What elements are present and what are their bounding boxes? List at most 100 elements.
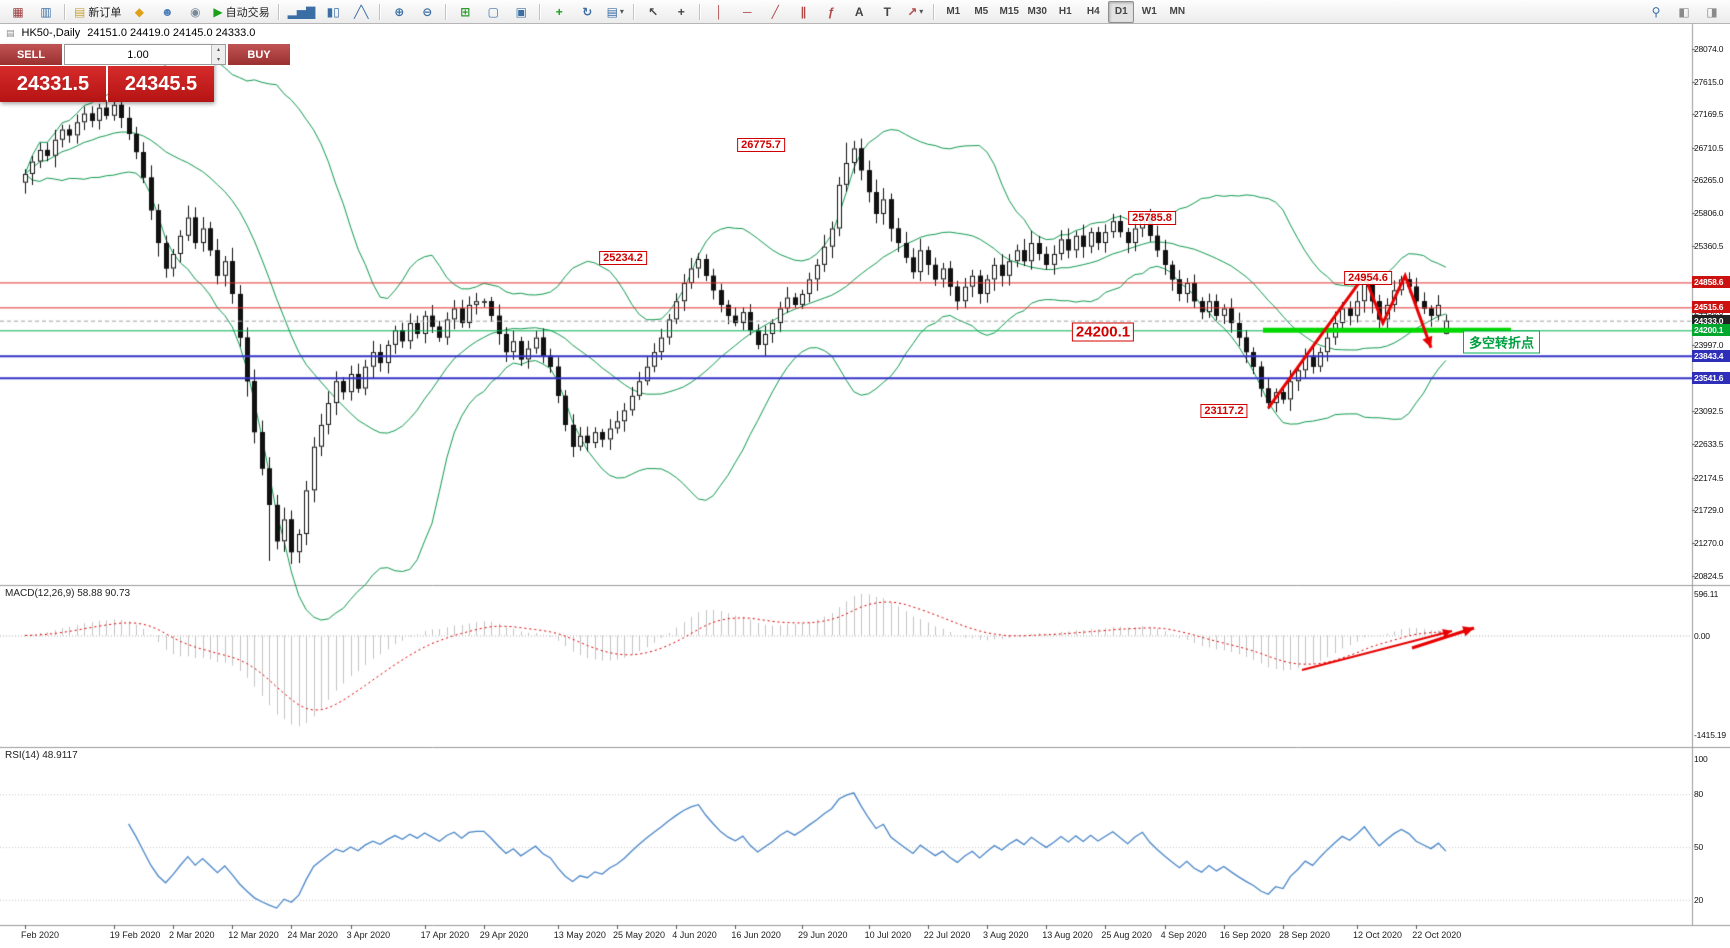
trendline-button[interactable]: ╱ [762,1,788,23]
new-order-button[interactable]: ▤ 新订单 [71,1,124,23]
text-label-button[interactable]: T [874,1,900,23]
community-icon: ☻ [161,4,174,19]
toggle-left-panel-button[interactable]: ◧ [1671,1,1697,23]
toolbar: ▦ ▥ ▤ 新订单 ◆ ☻ ◉ ▶ 自动交易 ▂▅▇ ▮▯ ╱╲ ⊕ ⊖ ⊞ ▢ ▣ + ↻ ▤ ▾ ↖ + │ ─ ╱ ∥ ƒ A T ↗… [0,0,1730,24]
tf-m1-button[interactable]: M1 [940,1,966,23]
cursor-button[interactable]: ↖ [640,1,666,23]
new-chart-window-icon: ▦ [12,4,24,19]
button-label: D1 [1114,6,1128,17]
new-chart-window-button[interactable]: ▦ [5,1,31,23]
cascade-windows-button[interactable]: ▢ [480,1,506,23]
toggle-right-panel-button[interactable]: ◨ [1699,1,1725,23]
buy-price[interactable]: 24345.5 [108,66,214,102]
chart-icon: ▤ [6,27,15,38]
data-window-button[interactable]: ◉ [182,1,208,23]
zoom-out-button[interactable]: ⊖ [414,1,440,23]
cascade-windows-icon: ▢ [487,4,499,19]
zoom-in-button[interactable]: ⊕ [386,1,412,23]
channel-button[interactable]: ∥ [790,1,816,23]
vertical-line-icon: │ [715,4,724,19]
autotrading-button[interactable]: ▶ 自动交易 [210,1,272,23]
tf-m5-button[interactable]: M5 [968,1,994,23]
button-label: 自动交易 [225,6,270,19]
horizontal-line-button[interactable]: ─ [734,1,760,23]
tf-m15-button[interactable]: M15 [996,1,1022,23]
tf-m30-button[interactable]: M30 [1024,1,1050,23]
sell-button[interactable]: SELL [0,44,62,65]
tf-h1-button[interactable]: H1 [1052,1,1078,23]
toolbar-separator [64,3,66,20]
tile-windows-button[interactable]: ⊞ [452,1,478,23]
button-label: 新订单 [88,6,122,19]
toggle-right-panel-icon: ◨ [1706,4,1718,19]
volume-stepper: ▴ ▾ [64,44,226,65]
vertical-line-button[interactable]: │ [706,1,732,23]
toolbar-separator [539,3,542,20]
tf-h4-button[interactable]: H4 [1080,1,1106,23]
arrange-windows-button[interactable]: ▣ [508,1,534,23]
symbol-period-label: HK50-,Daily [21,27,81,39]
buy-button[interactable]: BUY [228,44,290,65]
rsi-indicator-label: RSI(14) 48.9117 [5,750,78,761]
button-label: M5 [974,6,989,17]
chevron-down-icon: ▾ [919,7,924,16]
macd-indicator-label: MACD(12,26,9) 58.88 90.73 [5,588,131,599]
tf-w1-button[interactable]: W1 [1136,1,1162,23]
volume-up-button[interactable]: ▴ [212,45,225,55]
tf-mn-button[interactable]: MN [1164,1,1190,23]
crosshair-icon: + [677,4,685,19]
indicators-list-button[interactable]: ▤ ▾ [602,1,628,23]
search-button[interactable]: ⚲ [1643,1,1669,23]
toolbar-right-group: ⚲ ◧ ◨ [1642,0,1726,23]
data-window-icon: ◉ [190,4,201,19]
period-converter-icon: ↻ [582,4,593,19]
ohlc-values: 24151.0 24419.0 24145.0 24333.0 [87,27,256,39]
profiles-button[interactable]: ▥ [33,1,59,23]
toolbar-separator [445,3,448,20]
zoom-out-icon: ⊖ [422,4,433,19]
button-label: H4 [1086,6,1100,17]
trendline-icon: ╱ [771,4,779,19]
chart-ohlc-readout: ▤ HK50-,Daily 24151.0 24419.0 24145.0 24… [6,27,255,39]
volume-input[interactable] [65,45,211,64]
volume-down-button[interactable]: ▾ [212,54,225,64]
new-order-icon: ▤ [74,4,86,19]
mql-wizard-button[interactable]: ◆ [126,1,152,23]
mql-wizard-icon: ◆ [134,4,144,19]
toolbar-separator [633,3,636,20]
chevron-down-icon: ▾ [619,7,624,16]
toolbar-separator [933,3,936,20]
bar-chart-button[interactable]: ▂▅▇ [285,1,319,23]
line-chart-button[interactable]: ╱╲ [348,1,374,23]
community-button[interactable]: ☻ [154,1,180,23]
fibonacci-button[interactable]: ƒ [818,1,844,23]
button-label: MN [1169,6,1186,17]
text-button[interactable]: A [846,1,872,23]
add-chart-button[interactable]: + [546,1,572,23]
text-icon: A [854,4,864,19]
toolbar-separator [277,3,280,20]
zoom-in-icon: ⊕ [394,4,405,19]
button-label: M15 [999,6,1019,17]
toolbar-separator [379,3,382,20]
arrange-windows-icon: ▣ [515,4,527,19]
arrows-button[interactable]: ↗ ▾ [902,1,928,23]
sell-price[interactable]: 24331.5 [0,66,106,102]
button-label: W1 [1141,6,1157,17]
toggle-left-panel-icon: ◧ [1678,4,1690,19]
button-label: M30 [1027,6,1047,17]
indicators-list-icon: ▤ [606,4,618,19]
tf-d1-button[interactable]: D1 [1108,0,1135,23]
crosshair-button[interactable]: + [668,1,694,23]
toolbar-separator [699,3,702,20]
tile-windows-icon: ⊞ [460,4,471,19]
horizontal-line-icon: ─ [743,4,752,19]
toolbar-groups: ▦ ▥ ▤ 新订单 ◆ ☻ ◉ ▶ 自动交易 ▂▅▇ ▮▯ ╱╲ ⊕ ⊖ ⊞ ▢ ▣ + ↻ ▤ ▾ ↖ + │ ─ ╱ ∥ ƒ A T ↗… [4,0,1191,23]
period-converter-button[interactable]: ↻ [574,1,600,23]
cursor-icon: ↖ [648,4,659,19]
add-chart-icon: + [555,4,563,19]
one-click-trading-panel: SELL ▴ ▾ BUY 24331.5 24345.5 [0,44,290,102]
bar-chart-icon: ▂▅▇ [287,4,316,19]
candlestick-chart-button[interactable]: ▮▯ [320,1,346,23]
